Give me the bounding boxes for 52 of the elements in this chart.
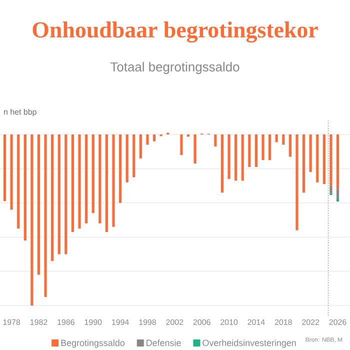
chart-title: Onhoudbaar begrotingstekor [32, 22, 318, 42]
bar [336, 189, 340, 199]
bar [92, 134, 94, 214]
bar [98, 134, 102, 224]
bar [64, 134, 68, 254]
bar [119, 134, 122, 203]
bar [3, 134, 6, 202]
bar [275, 134, 278, 142]
bar [316, 134, 319, 182]
bar [126, 134, 128, 182]
bar [132, 134, 136, 178]
bar [282, 134, 285, 145]
bar [234, 134, 238, 181]
bar [330, 134, 332, 186]
bar [262, 134, 264, 160]
bar [309, 134, 312, 172]
bar [105, 134, 108, 232]
bar [37, 134, 40, 275]
bar [302, 134, 306, 193]
bar [44, 134, 47, 297]
bar [51, 134, 54, 262]
bar [296, 134, 298, 230]
legend-label: Overheidsinvesteringen [202, 339, 296, 348]
bar [24, 134, 26, 241]
bar [194, 134, 196, 164]
legend-label: Defensie [146, 339, 181, 346]
bar [220, 134, 224, 193]
bar [336, 134, 340, 190]
bar [78, 134, 81, 229]
bar [30, 134, 34, 306]
bar [152, 134, 156, 142]
bar [58, 134, 60, 254]
bar [17, 134, 20, 229]
bar [322, 134, 326, 184]
bar [241, 134, 244, 181]
legend-label: Begrotingssaldo [61, 339, 124, 348]
bar [214, 134, 217, 146]
bar [139, 134, 142, 158]
bar [248, 134, 251, 167]
bar [268, 134, 272, 160]
bar [146, 134, 149, 145]
bar [228, 134, 230, 179]
bar [112, 134, 115, 227]
bar [330, 186, 332, 194]
chart-subtitle: Totaal begrotingssaldo [110, 62, 240, 74]
bar [85, 134, 88, 224]
bar [336, 198, 340, 202]
bar [288, 134, 292, 157]
bar [254, 134, 258, 167]
bar [180, 134, 183, 155]
bar [71, 134, 74, 232]
bar [10, 134, 13, 210]
